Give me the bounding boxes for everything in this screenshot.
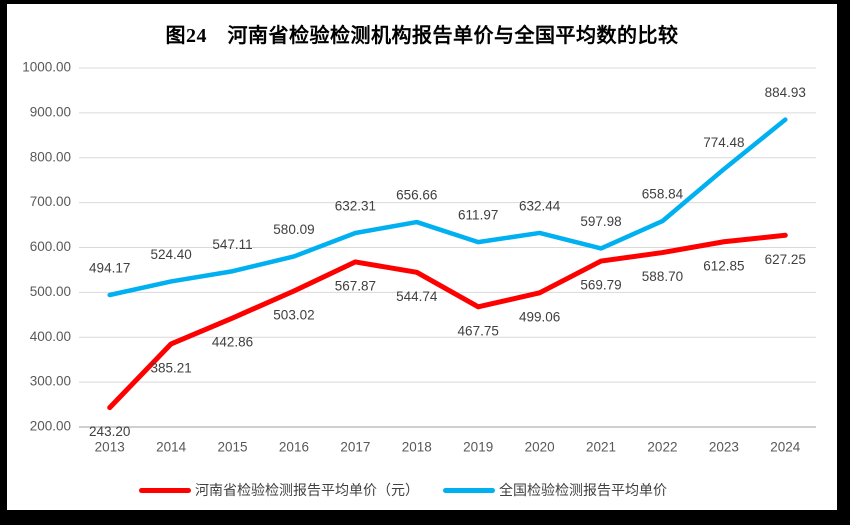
data-label-series-1: 494.17: [89, 261, 130, 276]
x-tick-label: 2016: [279, 440, 309, 455]
x-tick-label: 2022: [647, 440, 677, 455]
data-label-series-0: 385.21: [150, 360, 191, 375]
data-label-series-1: 632.31: [335, 199, 376, 214]
series-line-1: [107, 117, 788, 298]
x-tick-label: 2015: [218, 440, 248, 455]
x-tick-label: 2013: [95, 440, 125, 455]
data-label-series-1: 547.11: [212, 237, 252, 252]
data-label-series-0: 612.85: [703, 258, 744, 273]
y-tick-label: 900.00: [30, 104, 71, 119]
data-label-series-0: 243.20: [89, 424, 130, 439]
data-label-series-0: 499.06: [519, 309, 560, 324]
y-tick-label: 400.00: [30, 329, 71, 344]
x-tick-label: 2018: [402, 440, 432, 455]
data-label-series-1: 656.66: [396, 188, 437, 203]
data-label-series-0: 442.86: [212, 335, 253, 350]
data-label-series-1: 580.09: [273, 222, 314, 237]
legend-label-henan: 河南省检验检测报告平均单价（元）: [195, 482, 419, 498]
legend-label-national: 全国检验检测报告平均单价: [499, 482, 667, 498]
data-label-series-0: 567.87: [335, 278, 376, 293]
data-label-series-1: 774.48: [703, 135, 744, 150]
x-tick-label: 2023: [709, 440, 739, 455]
y-tick-label: 200.00: [30, 419, 71, 434]
x-tick-label: 2014: [156, 440, 187, 455]
series-line-0: [107, 232, 788, 411]
y-tick-label: 600.00: [30, 239, 71, 254]
chart-plot: 200.00 300.00 400.00 500.00 600.00 700.00 800.…: [22, 60, 816, 455]
legend-item-national: 全国检验检测报告平均单价: [443, 480, 667, 500]
y-tick-label: 700.00: [30, 194, 71, 209]
data-label-series-0: 544.74: [396, 289, 438, 304]
chart-area: 图24 河南省检验检测机构报告单价与全国平均数的比较 200.00 300.00 4…: [7, 4, 837, 510]
x-tick-label: 2019: [463, 440, 493, 455]
data-label-series-1: 597.98: [580, 214, 621, 229]
legend-item-henan: 河南省检验检测报告平均单价（元）: [139, 480, 419, 500]
data-label-series-1: 632.44: [519, 199, 561, 214]
data-label-series-0: 569.79: [580, 278, 621, 293]
legend: 河南省检验检测报告平均单价（元） 全国检验检测报告平均单价: [0, 479, 818, 501]
y-tick-label: 300.00: [30, 374, 71, 389]
chart-title: 图24 河南省检验检测机构报告单价与全国平均数的比较: [165, 25, 679, 47]
data-label-series-0: 627.25: [765, 252, 806, 267]
legend-line-national-icon: [443, 487, 495, 493]
x-tick-label: 2020: [525, 440, 555, 455]
legend-line-henan-icon: [139, 487, 191, 493]
data-label-series-0: 588.70: [642, 269, 683, 284]
y-tick-label: 800.00: [30, 149, 71, 164]
y-tick-label: 500.00: [30, 284, 71, 299]
data-label-series-0: 467.75: [458, 323, 499, 338]
data-label-series-1: 884.93: [765, 85, 806, 100]
x-tick-label: 2024: [770, 440, 801, 455]
data-label-series-0: 503.02: [273, 308, 314, 323]
y-tick-label: 1000.00: [22, 60, 71, 75]
data-label-series-1: 658.84: [642, 187, 684, 202]
data-label-series-1: 611.97: [458, 208, 498, 223]
x-tick-label: 2021: [586, 440, 616, 455]
x-tick-label: 2017: [340, 440, 370, 455]
data-label-series-1: 524.40: [150, 247, 191, 262]
